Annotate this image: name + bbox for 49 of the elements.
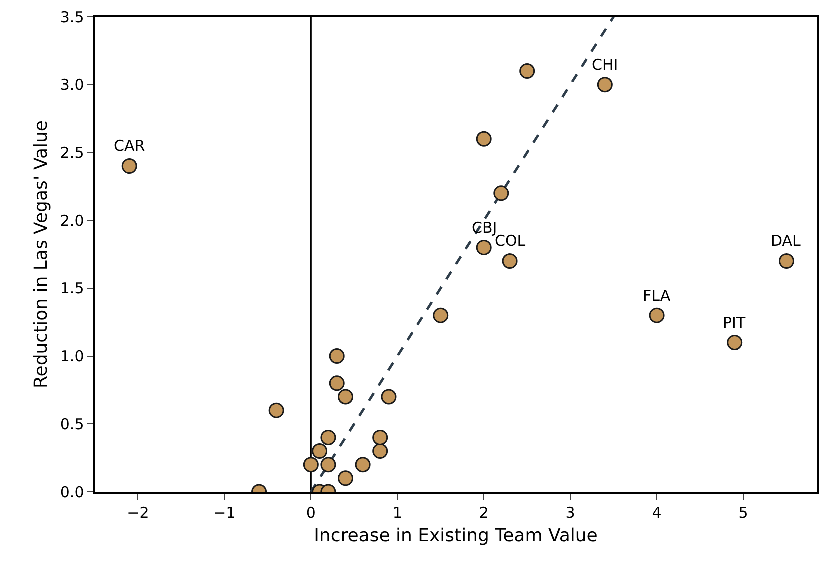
point <box>476 240 492 256</box>
point <box>338 470 354 486</box>
y-tick-label: 1.5 <box>60 280 84 298</box>
point <box>372 430 388 446</box>
point <box>597 77 613 93</box>
x-axis-title: Increase in Existing Team Value <box>314 525 598 546</box>
point <box>329 348 345 364</box>
x-tick-label: 5 <box>738 504 748 522</box>
y-tick-label: 1.0 <box>60 348 84 366</box>
point <box>329 376 345 392</box>
point <box>320 457 336 473</box>
y-axis-title: Reduction in Las Vegas' Value <box>31 120 52 388</box>
x-tick-label: −1 <box>214 504 236 522</box>
point <box>320 430 336 446</box>
point <box>502 254 518 270</box>
annotation: DAL <box>771 232 802 250</box>
y-tick-label: 2.5 <box>60 144 84 162</box>
y-tick-label: 3.5 <box>60 8 84 26</box>
annotation: CAR <box>114 137 146 155</box>
x-tick-label: 3 <box>566 504 576 522</box>
point <box>355 457 371 473</box>
point <box>727 334 743 350</box>
y-tick-label: 2.0 <box>60 212 84 230</box>
point <box>494 186 510 202</box>
point <box>303 457 319 473</box>
point <box>520 64 536 80</box>
point <box>476 131 492 147</box>
x-tick-label: 4 <box>652 504 662 522</box>
point <box>381 389 397 405</box>
point <box>268 402 284 418</box>
y-tick-label: 0.5 <box>60 415 84 434</box>
point <box>433 308 449 324</box>
annotation: FLA <box>643 287 672 305</box>
annotation: CHI <box>592 56 618 74</box>
x-tick-label: 1 <box>392 504 402 522</box>
point <box>649 308 665 324</box>
y-tick-label: 3.0 <box>60 76 84 94</box>
x-tick-label: 0 <box>306 504 316 522</box>
x-tick-label: 2 <box>479 504 489 522</box>
point <box>312 444 328 460</box>
x-tick-label: −2 <box>127 504 150 522</box>
point <box>338 389 354 405</box>
point <box>372 444 388 460</box>
annotation: COL <box>495 232 526 250</box>
point <box>122 158 138 174</box>
point <box>778 254 794 270</box>
annotation: CBJ <box>472 219 498 237</box>
annotation: PIT <box>723 314 746 332</box>
y-tick-label: 0.0 <box>60 483 84 502</box>
